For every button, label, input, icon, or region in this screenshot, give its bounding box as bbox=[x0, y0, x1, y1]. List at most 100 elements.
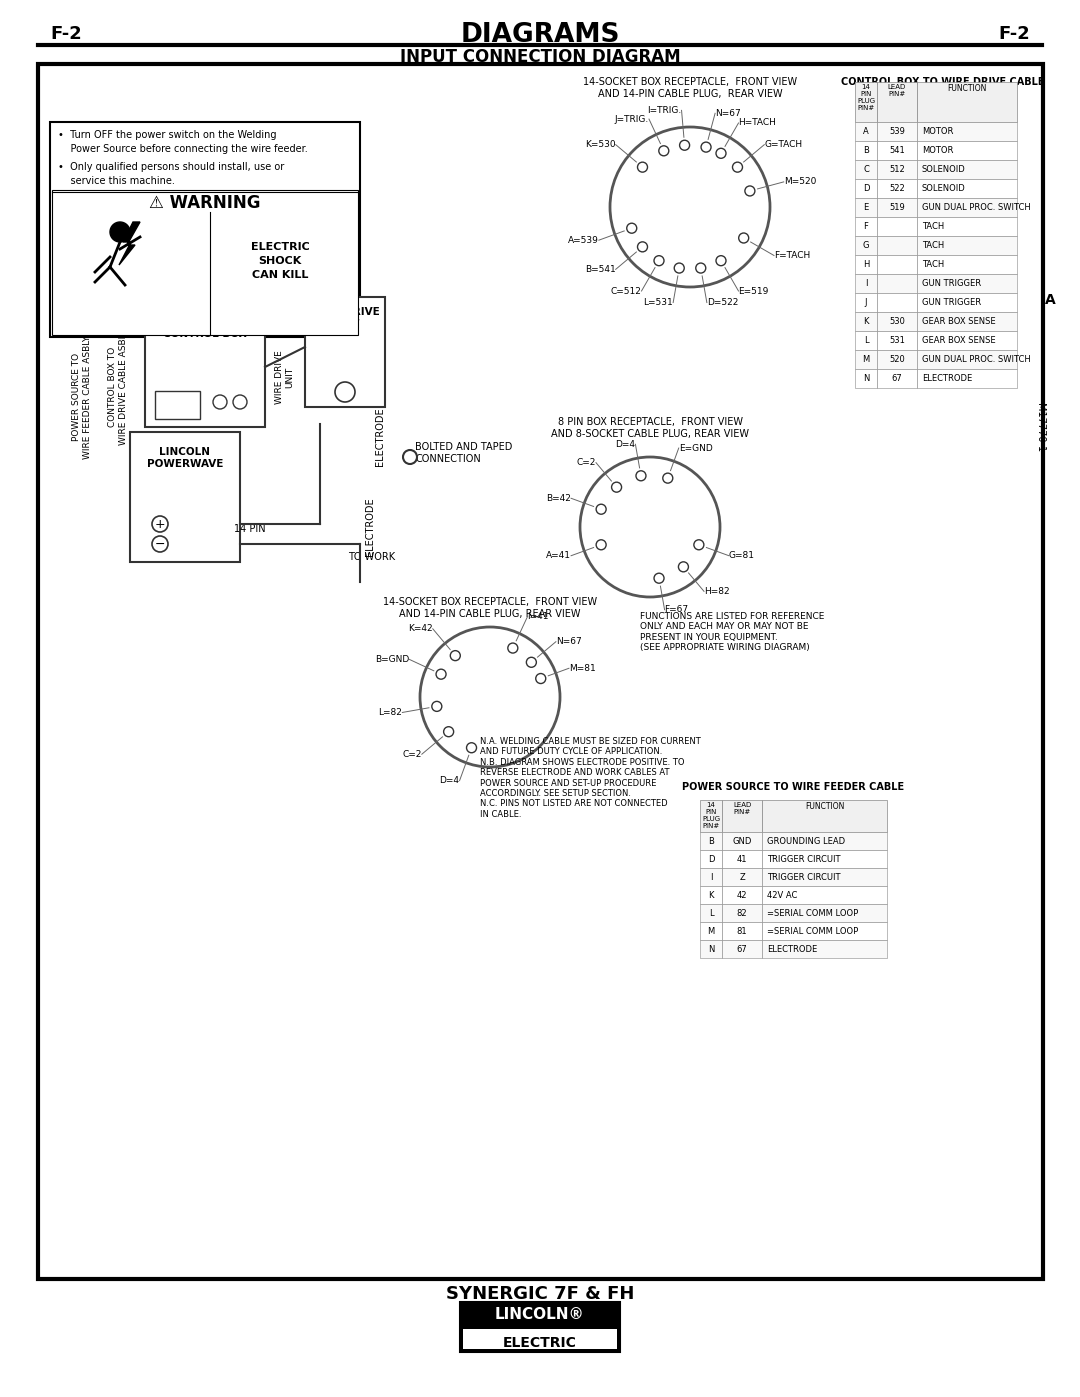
Text: GEAR BOX SENSE: GEAR BOX SENSE bbox=[922, 337, 996, 345]
Text: C: C bbox=[863, 165, 869, 175]
Text: N=67: N=67 bbox=[556, 637, 582, 647]
Text: 42V AC: 42V AC bbox=[767, 890, 797, 900]
FancyBboxPatch shape bbox=[917, 198, 1017, 217]
Circle shape bbox=[335, 381, 355, 402]
FancyBboxPatch shape bbox=[762, 940, 887, 958]
Text: 67: 67 bbox=[737, 944, 747, 954]
FancyBboxPatch shape bbox=[855, 369, 877, 388]
FancyBboxPatch shape bbox=[877, 141, 917, 161]
FancyBboxPatch shape bbox=[723, 904, 762, 922]
FancyBboxPatch shape bbox=[700, 940, 723, 958]
Text: GUN TRIGGER: GUN TRIGGER bbox=[922, 279, 981, 288]
Text: H=82: H=82 bbox=[704, 587, 730, 597]
FancyBboxPatch shape bbox=[723, 868, 762, 886]
FancyBboxPatch shape bbox=[917, 161, 1017, 179]
Text: 14
PIN
PLUG
PIN#: 14 PIN PLUG PIN# bbox=[702, 802, 720, 828]
Text: LINCOLN®: LINCOLN® bbox=[495, 1308, 585, 1322]
FancyBboxPatch shape bbox=[877, 236, 917, 256]
Circle shape bbox=[659, 145, 669, 156]
Text: 81: 81 bbox=[737, 926, 747, 936]
Circle shape bbox=[674, 263, 685, 272]
Text: B: B bbox=[708, 837, 714, 845]
FancyBboxPatch shape bbox=[762, 886, 887, 904]
FancyBboxPatch shape bbox=[700, 904, 723, 922]
Circle shape bbox=[637, 162, 648, 172]
Circle shape bbox=[654, 256, 664, 265]
Text: M17770-1: M17770-1 bbox=[1035, 402, 1045, 453]
FancyBboxPatch shape bbox=[917, 274, 1017, 293]
FancyBboxPatch shape bbox=[855, 312, 877, 331]
Circle shape bbox=[450, 651, 460, 661]
Polygon shape bbox=[119, 222, 140, 265]
Text: F-2: F-2 bbox=[50, 25, 82, 43]
Text: D=4: D=4 bbox=[616, 440, 635, 448]
Circle shape bbox=[716, 148, 726, 158]
Text: 530: 530 bbox=[889, 317, 905, 326]
Text: B=42: B=42 bbox=[546, 493, 571, 503]
FancyBboxPatch shape bbox=[305, 298, 384, 407]
FancyBboxPatch shape bbox=[855, 141, 877, 161]
Circle shape bbox=[739, 233, 748, 243]
Text: 14-SOCKET BOX RECEPTACLE,  FRONT VIEW: 14-SOCKET BOX RECEPTACLE, FRONT VIEW bbox=[583, 77, 797, 87]
Text: GUN TRIGGER: GUN TRIGGER bbox=[922, 298, 981, 307]
FancyBboxPatch shape bbox=[723, 833, 762, 849]
Text: •  Turn OFF the power switch on the Welding: • Turn OFF the power switch on the Weldi… bbox=[58, 130, 276, 140]
Text: SYNERGIC 7F & FH: SYNERGIC 7F & FH bbox=[446, 1285, 634, 1303]
Text: Power Source before connecting the wire feeder.: Power Source before connecting the wire … bbox=[58, 144, 308, 154]
Text: GEAR BOX SENSE: GEAR BOX SENSE bbox=[922, 317, 996, 326]
FancyBboxPatch shape bbox=[700, 849, 723, 868]
Text: WIRE DRIVE
UNIT: WIRE DRIVE UNIT bbox=[310, 307, 380, 328]
FancyBboxPatch shape bbox=[917, 312, 1017, 331]
FancyBboxPatch shape bbox=[723, 922, 762, 940]
Circle shape bbox=[745, 186, 755, 196]
Text: K=530: K=530 bbox=[585, 140, 616, 149]
FancyBboxPatch shape bbox=[460, 1302, 620, 1352]
FancyBboxPatch shape bbox=[855, 331, 877, 351]
FancyBboxPatch shape bbox=[762, 904, 887, 922]
FancyBboxPatch shape bbox=[52, 190, 357, 335]
Text: FUNCTIONS ARE LISTED FOR REFERENCE
ONLY AND EACH MAY OR MAY NOT BE
PRESENT IN YO: FUNCTIONS ARE LISTED FOR REFERENCE ONLY … bbox=[640, 612, 824, 652]
FancyBboxPatch shape bbox=[917, 293, 1017, 312]
Circle shape bbox=[596, 504, 606, 514]
Text: SYNERGIC 7F
CONTROL BOX: SYNERGIC 7F CONTROL BOX bbox=[163, 317, 247, 338]
Text: AND 8-SOCKET CABLE PLUG, REAR VIEW: AND 8-SOCKET CABLE PLUG, REAR VIEW bbox=[551, 429, 750, 439]
Circle shape bbox=[654, 573, 664, 583]
FancyBboxPatch shape bbox=[917, 256, 1017, 274]
FancyBboxPatch shape bbox=[877, 293, 917, 312]
FancyBboxPatch shape bbox=[855, 217, 877, 236]
Text: C=512: C=512 bbox=[610, 286, 642, 296]
Circle shape bbox=[580, 457, 720, 597]
Text: M: M bbox=[862, 355, 869, 365]
Circle shape bbox=[436, 669, 446, 679]
Circle shape bbox=[596, 539, 606, 550]
Text: ELECTRODE: ELECTRODE bbox=[767, 944, 818, 954]
Circle shape bbox=[508, 643, 517, 652]
FancyBboxPatch shape bbox=[723, 800, 762, 833]
Text: C=2: C=2 bbox=[577, 458, 596, 467]
Text: 41: 41 bbox=[737, 855, 747, 863]
FancyBboxPatch shape bbox=[855, 256, 877, 274]
Text: A: A bbox=[1044, 293, 1055, 307]
FancyBboxPatch shape bbox=[855, 161, 877, 179]
FancyBboxPatch shape bbox=[855, 236, 877, 256]
Text: ELECTRIC
SHOCK
CAN KILL: ELECTRIC SHOCK CAN KILL bbox=[251, 242, 309, 279]
Text: =SERIAL COMM LOOP: =SERIAL COMM LOOP bbox=[767, 926, 859, 936]
FancyBboxPatch shape bbox=[877, 161, 917, 179]
FancyBboxPatch shape bbox=[145, 307, 265, 427]
Text: +: + bbox=[154, 517, 165, 531]
Circle shape bbox=[716, 256, 726, 265]
Text: MOTOR: MOTOR bbox=[922, 127, 954, 136]
Text: F-2: F-2 bbox=[998, 25, 1030, 43]
FancyBboxPatch shape bbox=[877, 217, 917, 236]
Text: N: N bbox=[863, 374, 869, 383]
Text: LEAD
PIN#: LEAD PIN# bbox=[733, 802, 751, 814]
FancyBboxPatch shape bbox=[917, 122, 1017, 141]
FancyBboxPatch shape bbox=[723, 886, 762, 904]
Circle shape bbox=[467, 743, 476, 753]
FancyBboxPatch shape bbox=[700, 833, 723, 849]
Text: 82: 82 bbox=[737, 908, 747, 918]
FancyBboxPatch shape bbox=[762, 868, 887, 886]
FancyBboxPatch shape bbox=[700, 922, 723, 940]
Circle shape bbox=[213, 395, 227, 409]
FancyBboxPatch shape bbox=[855, 274, 877, 293]
